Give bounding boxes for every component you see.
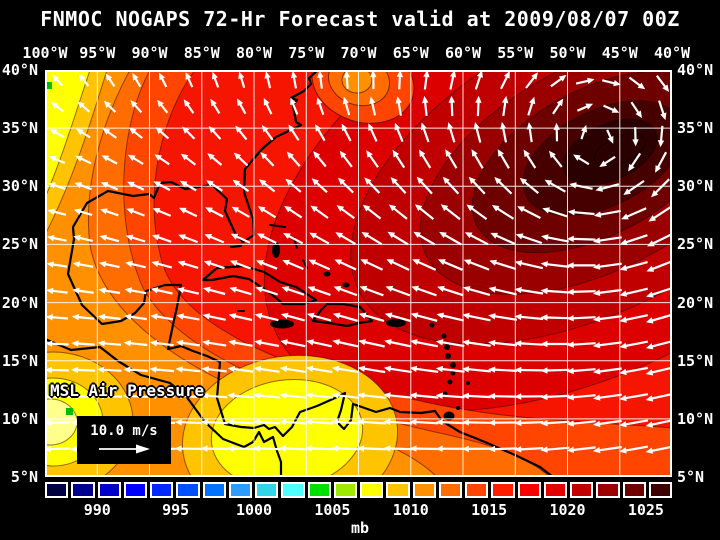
coastline-pacific [45, 337, 283, 477]
colorbar-tick: 1005 [314, 501, 351, 519]
page-title: FNMOC NOGAPS 72-Hr Forecast valid at 200… [40, 7, 680, 31]
lat-tick-label-right: 30°N [677, 177, 714, 196]
lat-tick-label-right: 15°N [677, 351, 714, 370]
lat-tick-label-left: 25°N [1, 235, 38, 254]
colorbar-tick: 1020 [549, 501, 586, 519]
colorbar-tick: 990 [83, 501, 111, 519]
colorbar-cell [386, 482, 410, 498]
lon-tick-label: 65°W [392, 44, 429, 62]
lon-tick-label: 60°W [444, 44, 482, 62]
lon-tick-label: 90°W [131, 44, 168, 62]
wind-scale-arrow-icon [99, 444, 150, 454]
island-jamaica [270, 319, 294, 329]
colorbar-cell [333, 482, 357, 498]
pressure-map-svg [45, 70, 672, 477]
pressure-min-marker [47, 82, 52, 89]
graticule-grid [45, 70, 672, 477]
lon-tick-label: 45°W [601, 44, 638, 62]
colorbar-cell [71, 482, 95, 498]
lat-tick-label-right: 20°N [677, 293, 714, 312]
colorbar-tick: 995 [162, 501, 190, 519]
colorbar-cell [150, 482, 174, 498]
lat-tick-label-right: 10°N [677, 409, 714, 428]
wind-vector-arrows [45, 70, 672, 454]
colorbar-cell [307, 482, 331, 498]
colorbar-cell [97, 482, 121, 498]
lon-tick-label: 100°W [22, 44, 68, 62]
colorbar-cell [281, 482, 305, 498]
colorbar-tick: 1025 [627, 501, 664, 519]
lon-tick-label: 85°W [183, 44, 220, 62]
colorbar-tick: 1000 [235, 501, 273, 519]
lon-tick-label: 75°W [288, 44, 325, 62]
colorbar-cell [123, 482, 147, 498]
colorbar-cell [543, 482, 567, 498]
islands [270, 242, 470, 421]
lat-tick-label-left: 10°N [1, 409, 38, 428]
colorbar-cell [228, 482, 252, 498]
colorbar-cell [255, 482, 279, 498]
colorbar-cell [622, 482, 646, 498]
island-puerto-rico [386, 319, 406, 327]
lat-tick-label-left: 20°N [1, 293, 38, 312]
colorbar-tick: 1010 [392, 501, 429, 519]
coastline-bahamas-keys [230, 224, 308, 312]
colorbar-cell [412, 482, 436, 498]
colorbar-cell [491, 482, 515, 498]
lon-tick-label: 70°W [340, 44, 377, 62]
lat-tick-label-right: 5°N [677, 468, 705, 486]
colorbar-cell [438, 482, 462, 498]
lat-tick-label-right: 35°N [677, 119, 714, 138]
lat-tick-label-left: 40°N [1, 61, 38, 79]
colorbar-cell [570, 482, 594, 498]
colorbar-cell [465, 482, 489, 498]
wind-scale-speed-label: 10.0 m/s [90, 423, 158, 439]
lon-tick-label: 40°W [653, 44, 691, 62]
colorbar-cell [596, 482, 620, 498]
island-trinidad [443, 411, 455, 421]
lat-tick-label-left: 30°N [1, 177, 38, 196]
lon-tick-label: 50°W [549, 44, 586, 62]
colorbar [45, 482, 672, 498]
lat-tick-label-left: 15°N [1, 351, 38, 370]
colorbar-cell [648, 482, 672, 498]
colorbar-cell [176, 482, 200, 498]
map-canvas: MSL Air Pressure 10.0 m/s [45, 70, 672, 477]
wind-arrow-shafts [49, 75, 672, 452]
colorbar-cell [517, 482, 541, 498]
lon-tick-label: 80°W [235, 44, 273, 62]
lat-tick-label-left: 5°N [10, 468, 38, 486]
lat-tick-label-right: 25°N [677, 235, 714, 254]
map-border [45, 70, 672, 477]
pressure-min-marker [66, 408, 73, 415]
colorbar-unit-label: mb [350, 519, 370, 537]
colorbar-cell [45, 482, 69, 498]
lon-tick-label: 95°W [79, 44, 116, 62]
colorbar-tick: 1015 [471, 501, 508, 519]
wind-scale-box: 10.0 m/s [77, 416, 171, 464]
lat-tick-label-left: 35°N [1, 119, 38, 138]
colorbar-cell [360, 482, 384, 498]
field-label: MSL Air Pressure [50, 381, 205, 400]
colorbar-cell [202, 482, 226, 498]
lat-tick-label-right: 40°N [677, 61, 714, 79]
lon-tick-label: 55°W [497, 44, 534, 62]
